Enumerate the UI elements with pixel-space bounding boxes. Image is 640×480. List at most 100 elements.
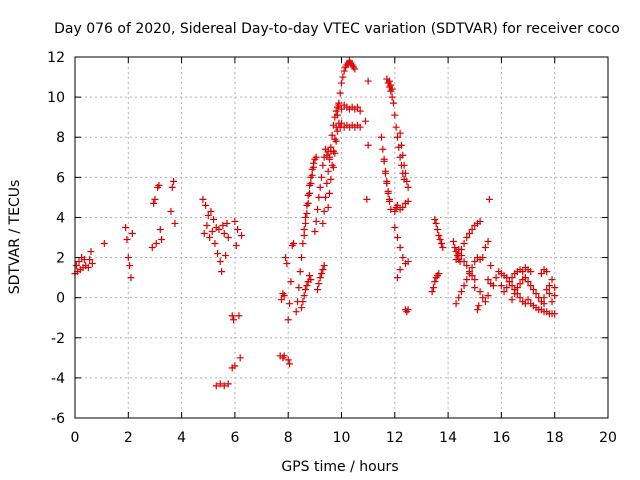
data-point — [551, 292, 559, 300]
data-point — [361, 117, 369, 125]
data-point — [327, 175, 335, 183]
data-point — [328, 131, 336, 139]
y-tick-label: -6 — [51, 411, 65, 427]
data-point — [393, 274, 401, 282]
data-point — [471, 284, 479, 292]
data-point — [334, 111, 342, 119]
data-point — [338, 105, 345, 113]
data-point — [158, 236, 166, 244]
data-point — [202, 201, 210, 209]
data-point — [363, 195, 371, 203]
x-tick-label: 20 — [599, 430, 617, 446]
data-point — [545, 290, 553, 298]
data-point — [307, 276, 315, 284]
data-point — [286, 360, 294, 368]
data-point — [524, 296, 532, 304]
data-point — [230, 316, 238, 324]
data-point — [404, 183, 412, 191]
data-point — [392, 123, 400, 131]
data-point — [492, 274, 500, 282]
data-point — [127, 274, 135, 282]
data-point — [484, 276, 492, 284]
data-point — [299, 298, 307, 306]
data-point — [151, 195, 159, 203]
data-point — [128, 229, 136, 237]
data-point — [238, 231, 246, 239]
x-tick-label: 14 — [439, 430, 457, 446]
data-point — [155, 181, 163, 189]
data-point — [315, 193, 323, 201]
data-point — [204, 211, 212, 219]
data-point — [379, 145, 387, 153]
data-point — [304, 199, 312, 207]
x-tick-label: 4 — [177, 430, 186, 446]
data-point — [282, 254, 290, 262]
data-point — [87, 248, 95, 256]
data-point — [388, 85, 396, 93]
data-point — [364, 141, 372, 149]
data-point — [393, 133, 401, 141]
data-point — [437, 240, 445, 248]
data-point — [391, 111, 399, 119]
axis-ticks: 0 2 4 6 8 10 12 14 16 18 20 -6 -4 -2 0 2 4 6 8 10 12 — [47, 50, 617, 446]
data-point — [435, 270, 443, 278]
data-point — [508, 274, 516, 282]
data-point — [284, 356, 292, 364]
data-point — [224, 234, 232, 241]
data-point — [312, 153, 320, 161]
data-point — [455, 294, 463, 302]
y-tick-label: 8 — [56, 130, 65, 146]
data-point — [324, 203, 332, 211]
data-point — [391, 207, 399, 215]
data-point — [280, 292, 288, 300]
data-point — [208, 227, 216, 235]
y-tick-label: 6 — [56, 170, 65, 186]
data-point — [310, 163, 318, 171]
data-point — [460, 240, 468, 248]
data-point — [351, 65, 359, 73]
data-point — [234, 225, 242, 233]
data-point — [311, 227, 319, 235]
data-point — [452, 256, 460, 264]
data-point — [393, 201, 401, 209]
x-tick-label: 10 — [333, 430, 351, 446]
data-point — [455, 250, 463, 258]
data-point — [72, 262, 80, 270]
data-point — [316, 274, 324, 282]
data-point — [236, 354, 244, 362]
data-point — [75, 258, 83, 266]
data-point — [468, 225, 476, 233]
data-point — [403, 177, 411, 185]
data-point — [356, 123, 364, 131]
x-tick-label: 2 — [124, 430, 133, 446]
data-point — [460, 258, 468, 266]
data-point — [404, 258, 412, 266]
data-point — [551, 310, 559, 318]
data-point — [296, 268, 304, 276]
data-point — [326, 189, 334, 197]
data-point — [150, 199, 158, 207]
data-point — [500, 288, 508, 296]
data-point — [338, 119, 345, 127]
data-point — [299, 240, 307, 248]
data-point — [377, 133, 385, 141]
data-point — [524, 278, 532, 286]
data-point — [335, 99, 343, 107]
data-point — [457, 246, 465, 254]
data-point — [387, 205, 395, 213]
data-point — [319, 161, 327, 169]
data-point — [503, 284, 511, 292]
data-point — [391, 223, 399, 231]
data-point — [388, 93, 396, 101]
data-point — [334, 127, 342, 135]
data-point — [218, 268, 226, 276]
data-point — [126, 262, 134, 270]
data-point — [428, 288, 436, 296]
data-point — [548, 276, 556, 284]
y-tick-label: -4 — [51, 371, 65, 387]
data-point — [529, 286, 537, 294]
data-point — [364, 77, 372, 85]
data-point — [431, 278, 439, 286]
data-point — [203, 221, 211, 229]
